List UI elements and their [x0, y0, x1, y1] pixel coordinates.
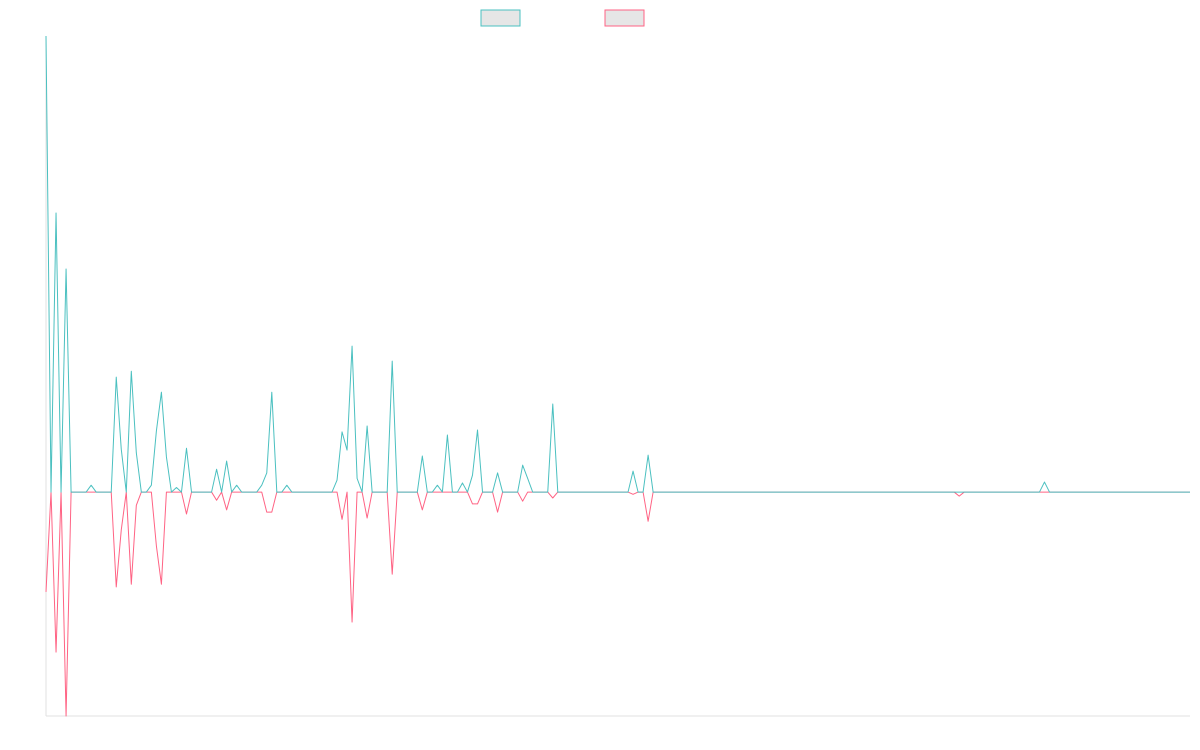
series-line	[45, 491, 1190, 717]
legend-swatch	[480, 9, 521, 27]
legend-swatch	[604, 9, 645, 27]
series-line	[45, 35, 1190, 493]
